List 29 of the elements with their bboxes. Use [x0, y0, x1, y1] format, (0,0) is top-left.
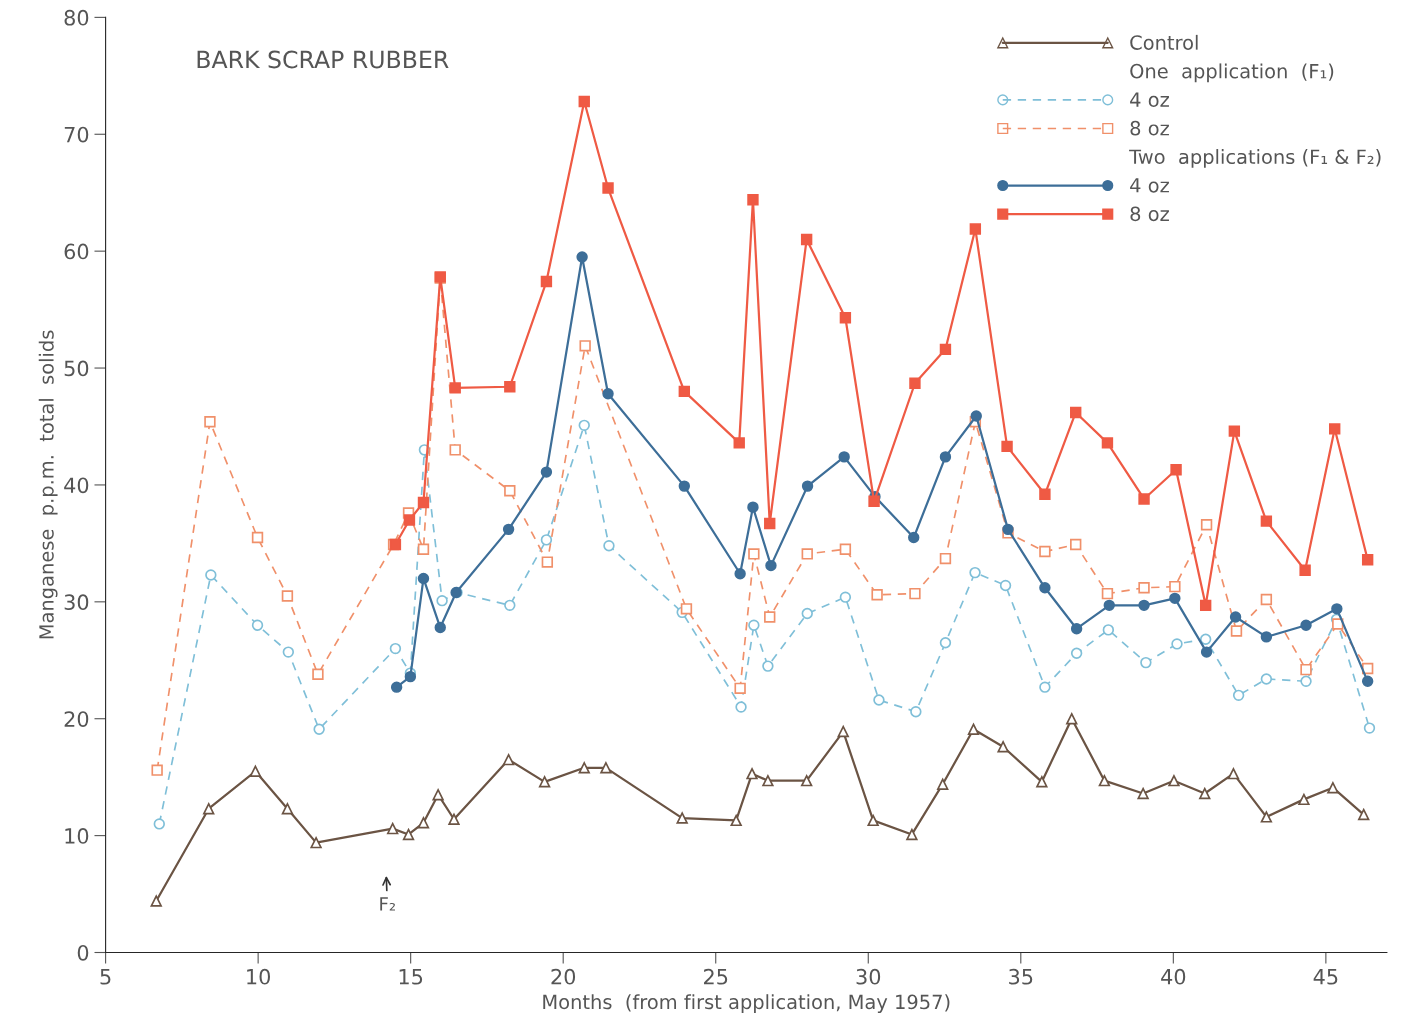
y-axis-title: Manganese p.p.m. total solids — [38, 330, 58, 639]
y-tick-label: 50 — [64, 360, 89, 377]
annotation: One application (F₁) — [1130, 63, 1334, 83]
x-tick-label: 10 — [247, 968, 270, 985]
legend-label: 8 oz — [1130, 120, 1169, 136]
y-tick-label: 60 — [64, 243, 89, 260]
y-tick-label: 20 — [64, 711, 89, 727]
y-tick-label: 40 — [64, 477, 89, 494]
x-tick-label: 45 — [1313, 969, 1338, 985]
legend-label: 8 oz — [1130, 206, 1169, 222]
y-tick-label: 10 — [65, 828, 89, 844]
y-tick-label: 70 — [64, 126, 89, 143]
x-tick-label: 25 — [704, 968, 728, 985]
legend-label: Control — [1130, 34, 1198, 50]
x-tick-label: 15 — [399, 969, 423, 985]
x-tick-label: 5 — [100, 969, 111, 985]
x-tick-label: 35 — [1009, 968, 1033, 985]
text: BARK SCRAP RUBBER — [197, 50, 449, 69]
annotation: Two applications (F₁ & F₂) — [1129, 149, 1381, 168]
x-axis-title: Months (from first application, May 1957) — [543, 994, 950, 1014]
x-tick-label: 20 — [551, 968, 576, 985]
x-tick-label: 30 — [856, 968, 881, 985]
y-tick-label: 0 — [77, 944, 89, 961]
annotation: F₂ — [380, 897, 395, 911]
y-tick-label: 30 — [64, 594, 89, 611]
legend-label: 4 oz — [1130, 92, 1169, 108]
y-tick-label: 80 — [64, 9, 89, 26]
legend-label: 4 oz — [1130, 178, 1169, 193]
x-tick-label: 40 — [1161, 968, 1186, 985]
